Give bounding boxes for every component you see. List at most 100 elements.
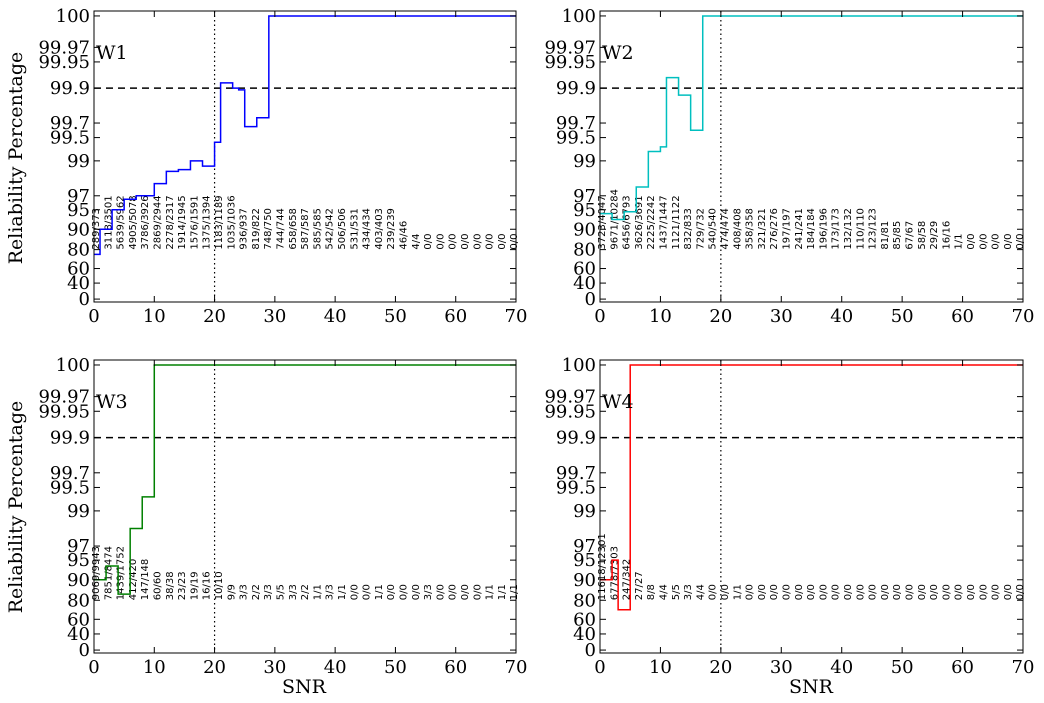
count-label: 247/342: [622, 559, 633, 601]
series-line-w1: [94, 15, 516, 256]
y-tick-label: 97: [573, 186, 596, 207]
x-tick-label: 0: [594, 657, 605, 678]
count-label: 9/9: [226, 584, 237, 600]
count-label: 0/0: [1003, 584, 1014, 600]
count-label: 0/0: [966, 584, 977, 600]
count-label: 123/123: [868, 208, 879, 250]
count-label: 4/4: [659, 584, 670, 600]
count-label: 6778/7303: [609, 546, 620, 600]
y-tick-label: 99.9: [50, 428, 90, 449]
count-label: 0/0: [435, 584, 446, 600]
plot-frame: [93, 10, 517, 303]
y-tick-label: 99.97: [544, 37, 596, 58]
count-label: 0/0: [769, 584, 780, 600]
y-tick-label: 60: [67, 259, 90, 280]
count-label: 0/0: [843, 584, 854, 600]
y-tick-label: 100: [562, 355, 596, 376]
y-tick-label: 60: [573, 259, 596, 280]
count-label: 9069/9943: [91, 546, 102, 600]
y-tick-label: 99: [67, 151, 90, 172]
count-label: 58/58: [917, 221, 928, 250]
count-label: 8/8: [646, 584, 657, 600]
count-label: 2225/2242: [646, 195, 657, 249]
x-tick-label: 10: [143, 657, 166, 678]
y-tick-label: 99: [573, 501, 596, 522]
x-tick-label: 10: [143, 306, 166, 327]
count-label: 587/587: [300, 208, 311, 250]
panel-w2: 3723/4047 9671/10284 6456/6793 3626/3691 222…: [544, 6, 1034, 327]
count-label: 46/46: [399, 221, 410, 250]
count-label: 585/585: [312, 208, 323, 250]
count-label: 0/0: [892, 584, 903, 600]
x-tick-label: 40: [324, 657, 347, 678]
count-label: 1375/1394: [202, 195, 213, 249]
y-tick-label: 97: [573, 536, 596, 557]
count-label: 1/1: [509, 584, 520, 600]
count-label: 81/81: [880, 221, 891, 250]
plot-frame: [93, 359, 517, 654]
count-label: 0/0: [954, 584, 965, 600]
count-label: 0/0: [497, 234, 508, 250]
count-label: 1/1: [485, 584, 496, 600]
count-label: 408/408: [732, 208, 743, 250]
count-label: 0/0: [868, 584, 879, 600]
count-label: 0/0: [855, 584, 866, 600]
x-tick-label: 70: [505, 657, 528, 678]
x-tick-label: 40: [830, 657, 853, 678]
count-label: 1183/1189: [214, 195, 225, 249]
panel-w1: 289/373 3118/3501 5639/5962 4905/5078 3786/3…: [38, 6, 527, 327]
count-label: 1121/1122: [671, 195, 682, 249]
x-tick-label: 30: [770, 306, 793, 327]
count-label: 0/0: [399, 584, 410, 600]
panel-label: W1: [96, 42, 128, 64]
count-label: 0/0: [978, 584, 989, 600]
count-label: 4/4: [695, 584, 706, 600]
count-label: 0/0: [386, 584, 397, 600]
count-label: 1914/1945: [177, 195, 188, 249]
count-label: 0/0: [917, 584, 928, 600]
count-label: 3723/4047: [597, 195, 608, 249]
y-tick-label: 80: [573, 590, 596, 611]
count-label: 173/173: [831, 208, 842, 250]
count-label: 0/0: [745, 584, 756, 600]
count-label: 0/0: [472, 234, 483, 250]
y-tick-label: 99.7: [50, 113, 90, 134]
y-tick-label: 99.7: [556, 463, 596, 484]
count-label: 0/0: [349, 584, 360, 600]
x-tick-label: 10: [649, 306, 672, 327]
count-label: 0/0: [460, 584, 471, 600]
y-tick-label: 99: [67, 501, 90, 522]
count-label: 27/27: [634, 571, 645, 600]
count-label: 1/1: [374, 584, 385, 600]
x-axis-title: SNR: [789, 676, 834, 698]
count-label: 0/0: [362, 584, 373, 600]
count-label: 0/0: [423, 234, 434, 250]
series-line-w3: [94, 364, 516, 595]
panel-label: W3: [96, 391, 128, 413]
panel-label: W2: [602, 42, 634, 64]
count-label: 3118/3501: [103, 195, 114, 249]
count-label: 540/540: [708, 208, 719, 250]
y-tick-label: 99.97: [544, 387, 596, 408]
count-label: 1035/1036: [226, 195, 237, 249]
x-tick-label: 30: [263, 657, 286, 678]
count-label: 1/1: [732, 584, 743, 600]
series-line-w2: [600, 15, 1023, 221]
y-tick-label: 100: [56, 6, 90, 27]
y-tick-label: 99.7: [50, 463, 90, 484]
count-label: 0/0: [806, 584, 817, 600]
count-label: 3/3: [423, 584, 434, 600]
count-label: 0/0: [460, 234, 471, 250]
y-tick-label: 90: [573, 219, 596, 240]
count-label: 1/1: [954, 234, 965, 250]
count-label: 16/16: [202, 571, 213, 600]
count-label: 0/0: [448, 584, 459, 600]
x-tick-label: 60: [951, 657, 974, 678]
count-label: 744/744: [276, 208, 287, 250]
count-label: 3/3: [683, 584, 694, 600]
count-label: 38/38: [165, 571, 176, 600]
x-tick-label: 10: [649, 657, 672, 678]
x-tick-label: 20: [203, 657, 226, 678]
y-tick-label: 99.97: [38, 37, 90, 58]
